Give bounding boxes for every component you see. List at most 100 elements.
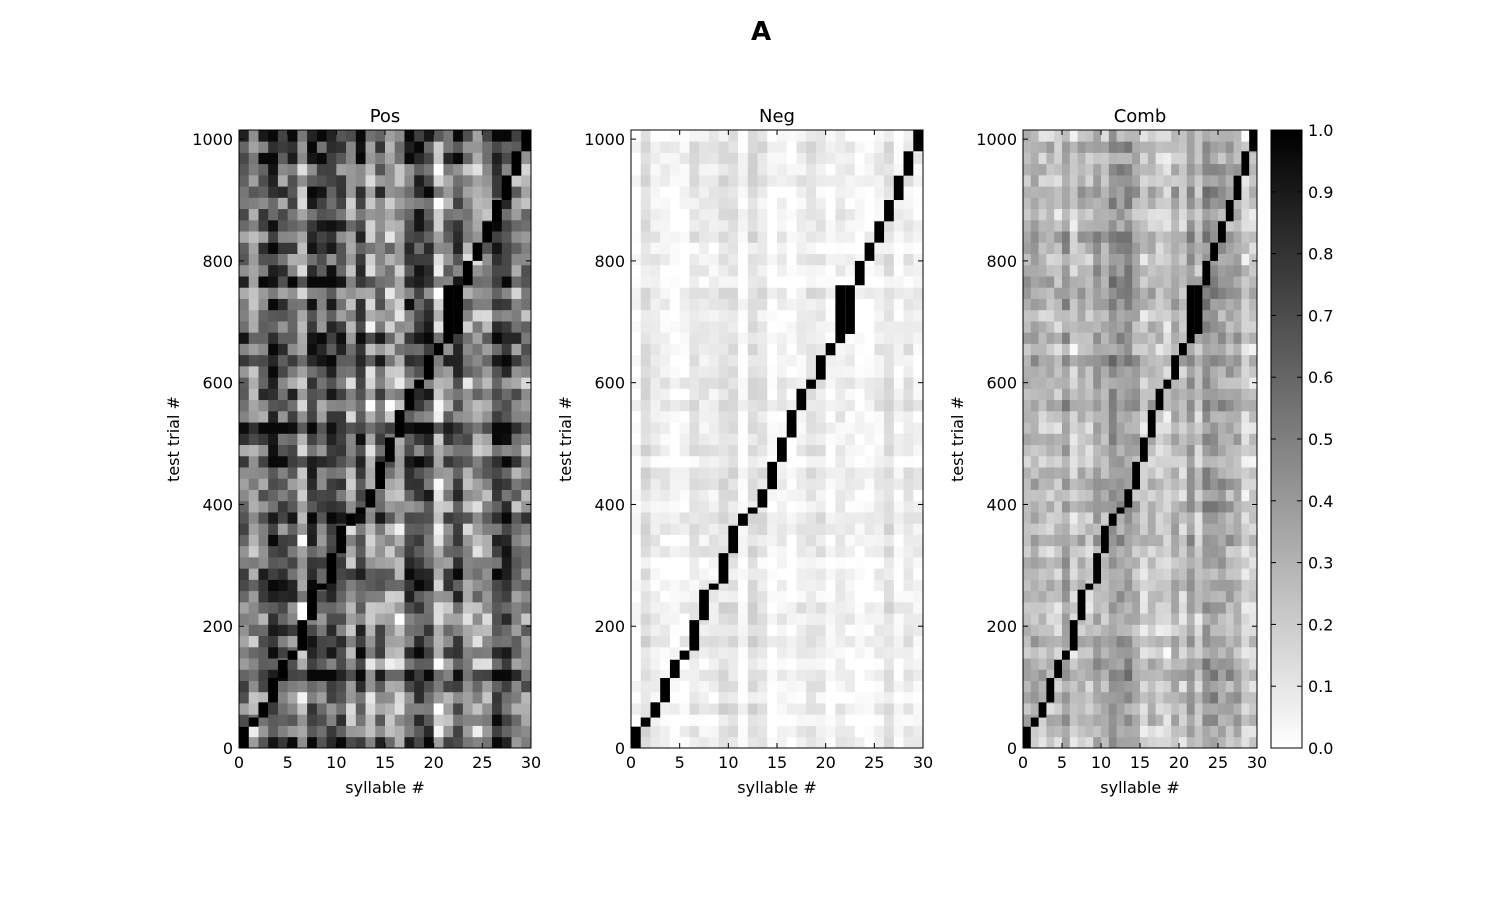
- heatmap-cell: [1241, 624, 1250, 637]
- heatmap-cell: [297, 242, 308, 254]
- heatmap-cell: [1241, 422, 1250, 434]
- heatmap-cell: [1038, 399, 1047, 412]
- heatmap-cell: [893, 130, 904, 142]
- heatmap-cell: [521, 613, 532, 625]
- heatmap-cell: [825, 646, 836, 659]
- heatmap-cell: [1093, 635, 1102, 648]
- heatmap-cell: [336, 231, 347, 243]
- heatmap-cell: [806, 388, 817, 401]
- heatmap-cell: [1046, 534, 1055, 547]
- heatmap-cell: [433, 489, 444, 502]
- heatmap-cell: [1202, 309, 1211, 322]
- heatmap-cell: [854, 512, 865, 524]
- heatmap-cell: [482, 343, 493, 356]
- heatmap-cell: [767, 197, 778, 210]
- heatmap-cell: [268, 658, 279, 670]
- heatmap-cell: [521, 321, 532, 333]
- heatmap-cell: [1108, 613, 1117, 625]
- heatmap-cell: [718, 174, 729, 187]
- heatmap-cell: [336, 186, 347, 198]
- heatmap-cell: [307, 512, 318, 524]
- heatmap-cell: [316, 276, 327, 288]
- heatmap-cell: [708, 242, 719, 254]
- heatmap-cell: [297, 422, 308, 434]
- heatmap-cell: [679, 680, 690, 693]
- heatmap-cell: [1155, 545, 1164, 558]
- heatmap-cell: [893, 703, 904, 715]
- heatmap-cell: [385, 736, 396, 749]
- heatmap-cell: [1241, 523, 1250, 535]
- heatmap-cell: [521, 399, 532, 412]
- heatmap-cell: [815, 556, 827, 569]
- heatmap-cell: [521, 669, 532, 681]
- heatmap-cell: [806, 422, 817, 434]
- heatmap-cell: [492, 141, 503, 153]
- heatmap-cell: [472, 669, 483, 681]
- heatmap-cell: [1085, 534, 1094, 547]
- heatmap-cell: [258, 388, 269, 401]
- heatmap-cell: [501, 467, 512, 479]
- heatmap-cell: [336, 388, 347, 401]
- heatmap-cell: [689, 141, 700, 153]
- heatmap-cell: [501, 568, 512, 580]
- heatmap-cell: [404, 691, 415, 704]
- heatmap-cell: [679, 478, 690, 490]
- heatmap-cell: [1163, 489, 1172, 502]
- heatmap-cell: [1023, 197, 1032, 210]
- heatmap-cell: [1101, 354, 1110, 367]
- heatmap-cell: [472, 365, 483, 378]
- heatmap-cell: [287, 489, 298, 502]
- heatmap-cell: [462, 714, 473, 726]
- heatmap-cell: [815, 467, 827, 479]
- heatmap-cell: [482, 691, 493, 704]
- heatmap-cell: [747, 231, 758, 243]
- heatmap-cell: [287, 309, 298, 322]
- heatmap-cell: [650, 321, 661, 333]
- heatmap-cell: [1179, 478, 1188, 490]
- heatmap-cell: [825, 703, 836, 715]
- heatmap-cell: [462, 635, 473, 648]
- heatmap-cell: [1210, 512, 1219, 524]
- heatmap-cell: [365, 354, 376, 367]
- heatmap-cell: [1093, 343, 1102, 356]
- heatmap-cell: [462, 545, 473, 558]
- heatmap-cell: [806, 601, 817, 614]
- heatmap-cell: [650, 399, 661, 412]
- heatmap-cell: [1163, 669, 1172, 681]
- heatmap-cell: [806, 433, 817, 446]
- heatmap-cell: [699, 365, 710, 378]
- heatmap-cell: [433, 714, 444, 726]
- heatmap-cell: [825, 253, 836, 266]
- heatmap-cell: [511, 500, 522, 513]
- heatmap-cell: [786, 523, 797, 535]
- heatmap-cell: [718, 601, 729, 614]
- heatmap-cell: [355, 545, 366, 558]
- heatmap-cell: [884, 534, 895, 547]
- heatmap-cell: [1218, 186, 1227, 198]
- heatmap-cell: [1101, 579, 1110, 592]
- heatmap-cell: [346, 174, 357, 187]
- heatmap-cell: [472, 455, 483, 468]
- heatmap-cell: [385, 141, 396, 153]
- heatmap-cell: [1171, 680, 1180, 693]
- heatmap-cell: [385, 208, 396, 221]
- heatmap-cell: [433, 163, 444, 176]
- heatmap-cell: [777, 500, 788, 513]
- heatmap-cell: [1202, 556, 1211, 569]
- heatmap-cell: [1194, 186, 1203, 198]
- heatmap-cell: [1023, 523, 1032, 535]
- heatmap-cell: [1241, 568, 1250, 580]
- heatmap-cell: [297, 130, 308, 142]
- heatmap-cell: [365, 478, 376, 490]
- heatmap-cell: [757, 197, 768, 210]
- heatmap-cell: [1085, 253, 1094, 266]
- heatmap-cell: [433, 130, 444, 142]
- heatmap-cell: [1210, 287, 1219, 299]
- heatmap-cell: [631, 141, 642, 153]
- heatmap-cell: [482, 601, 493, 614]
- heatmap-cell: [1225, 309, 1234, 322]
- y-tick-label: 600: [594, 374, 625, 393]
- heatmap-cell: [287, 590, 298, 603]
- heatmap-cell: [884, 478, 895, 490]
- heatmap-cell: [462, 579, 473, 592]
